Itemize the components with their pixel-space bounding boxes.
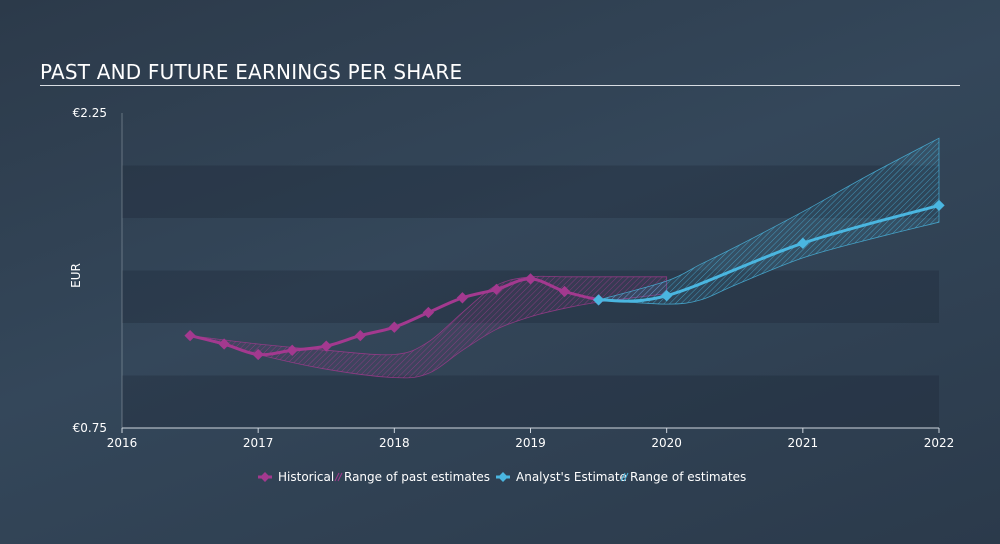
historical-point (388, 321, 400, 333)
title-divider (40, 85, 960, 86)
historical-point (320, 340, 332, 352)
legend-range-estimates-swatch (620, 472, 626, 482)
historical-point (456, 292, 469, 304)
x-tick-label: 2017 (243, 436, 274, 450)
x-tick-label: 2021 (788, 436, 819, 450)
x-tick-label: 2016 (107, 436, 138, 450)
x-tick-label: 2019 (515, 436, 546, 450)
historical-point (558, 285, 571, 298)
legend-historical-marker (260, 472, 270, 482)
estimate-point (933, 199, 945, 212)
legend-range-past-estimates-swatch (334, 472, 340, 482)
historical-point (422, 306, 435, 319)
estimate-point (661, 290, 673, 302)
legend-range-estimates-label: Range of estimates (630, 470, 746, 484)
legend-historical-label: Historical (278, 470, 334, 484)
analyst-estimate-line (597, 203, 941, 303)
y-tick-label: €0.75 (73, 421, 107, 435)
x-tick-label: 2022 (924, 436, 955, 450)
legend-analyst-estimate-marker (498, 472, 508, 482)
historical-point (218, 338, 230, 350)
historical-point (524, 273, 537, 285)
legend-range-estimates-swatch (623, 472, 629, 482)
legend-range-past-estimates-label: Range of past estimates (344, 470, 490, 484)
historical-point (286, 344, 298, 356)
estimate-point (797, 237, 809, 249)
legend-range-past-estimates-swatch (337, 472, 343, 482)
y-axis-label: EUR (69, 263, 83, 288)
historical-point (184, 329, 196, 342)
legend-analyst-estimate-label: Analyst's Estimate (516, 470, 627, 484)
historical-point (354, 329, 366, 342)
grid-band (122, 375, 939, 428)
x-tick-label: 2018 (379, 436, 410, 450)
x-tick-label: 2020 (651, 436, 682, 450)
estimate-point (592, 294, 605, 306)
y-tick-label: €2.25 (73, 106, 107, 120)
chart-title: PAST AND FUTURE EARNINGS PER SHARE (40, 60, 463, 84)
range-estimates-area (598, 137, 940, 305)
grid-band (122, 165, 939, 218)
historical-point (490, 283, 503, 296)
